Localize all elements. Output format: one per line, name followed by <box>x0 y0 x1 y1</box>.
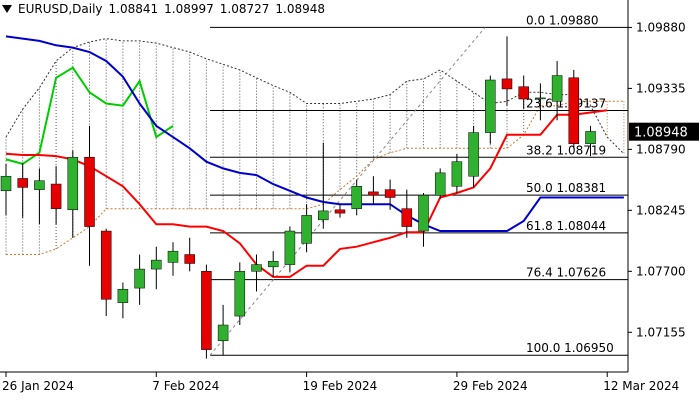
price-tick-label: 1.09335 <box>636 81 686 95</box>
price-tick-label: 1.08790 <box>636 142 686 156</box>
high-value: 1.08997 <box>164 2 214 16</box>
price-tick-label: 1.07155 <box>636 325 686 339</box>
date-tick-label: 26 Jan 2024 <box>2 379 74 393</box>
senkou-span-a-line <box>6 100 624 255</box>
candle-body <box>217 324 229 341</box>
kijun-sen-line <box>5 35 624 232</box>
candle-body <box>301 215 312 244</box>
open-value: 1.08841 <box>108 2 159 16</box>
candle-body <box>318 210 329 221</box>
chikou-span-line <box>5 66 174 165</box>
candle-body <box>401 208 413 227</box>
axes: 1.09880 1.09335 1.08790 1.08245 1.07700 1.071… <box>0 0 699 393</box>
fib-level-label: 38.2 1.08719 <box>526 143 606 157</box>
fib-level-label: 50.0 1.08381 <box>526 181 606 195</box>
candle-body <box>568 77 580 145</box>
candle-body <box>251 264 262 272</box>
candle-body <box>501 78 513 90</box>
candle-body <box>334 209 346 214</box>
fib-level-label: 100.0 1.06950 <box>526 341 614 355</box>
candle-body <box>134 268 145 289</box>
senkou-span-b-line <box>5 38 625 155</box>
date-tick-label: 7 Feb 2024 <box>152 379 219 393</box>
collapse-triangle-icon[interactable] <box>2 5 12 13</box>
low-value: 1.08727 <box>219 2 270 16</box>
candle-body <box>351 186 362 209</box>
date-tick-label: 19 Feb 2024 <box>303 379 378 393</box>
candle-body <box>167 250 179 263</box>
candle-body <box>518 86 529 100</box>
fib-level-label: 76.4 1.07626 <box>526 266 606 280</box>
candle-body <box>551 75 563 102</box>
candle-body <box>434 172 446 196</box>
candle-body <box>418 194 429 232</box>
candle-body <box>184 254 195 264</box>
fib-trendline <box>209 27 486 356</box>
price-tick-label: 1.09880 <box>636 20 686 34</box>
fib-level-label: 61.8 1.08044 <box>526 219 606 233</box>
price-tick-label: 1.08245 <box>636 203 686 217</box>
tenkan-sen-line <box>5 109 608 278</box>
candle-body <box>34 180 45 190</box>
candle-body <box>0 175 12 192</box>
candles <box>0 36 596 359</box>
candle-body <box>67 156 79 211</box>
current-price-label: 1.08948 <box>634 126 688 141</box>
candle-body <box>151 259 162 270</box>
fib-level-label: 23.6 1.09137 <box>526 97 606 111</box>
candle-body <box>451 161 463 187</box>
date-tick-label: 12 Mar 2024 <box>603 379 679 393</box>
candle-body <box>384 189 396 198</box>
candle-body <box>368 191 379 196</box>
fib-level-label: 0.0 1.09880 <box>526 13 599 27</box>
candle-body <box>535 97 546 100</box>
close-value: 1.08948 <box>275 2 326 16</box>
chart-header: EURUSD,Daily 1.08841 1.08997 1.08727 1.0… <box>2 2 325 16</box>
candle-body <box>485 79 496 133</box>
indicator-lines <box>5 35 624 278</box>
current-price-box <box>629 122 699 141</box>
candle-body <box>267 260 279 268</box>
candle-body <box>585 131 596 145</box>
candle-body <box>201 271 212 350</box>
symbol-label: EURUSD,Daily <box>18 2 103 16</box>
candle-body <box>234 271 246 317</box>
candle-body <box>17 178 28 188</box>
candle-body <box>284 230 296 265</box>
candle-body <box>100 230 112 300</box>
price-tick-label: 1.07700 <box>636 264 686 278</box>
fibonacci-levels: 0.0 1.09880 23.6 1.09137 38.2 1.08719 50.0 … <box>209 13 628 356</box>
candle-body <box>50 183 62 209</box>
date-tick-label: 29 Feb 2024 <box>453 379 528 393</box>
candle-body <box>468 132 479 177</box>
candle-body <box>117 288 129 303</box>
candle-body <box>84 156 95 227</box>
